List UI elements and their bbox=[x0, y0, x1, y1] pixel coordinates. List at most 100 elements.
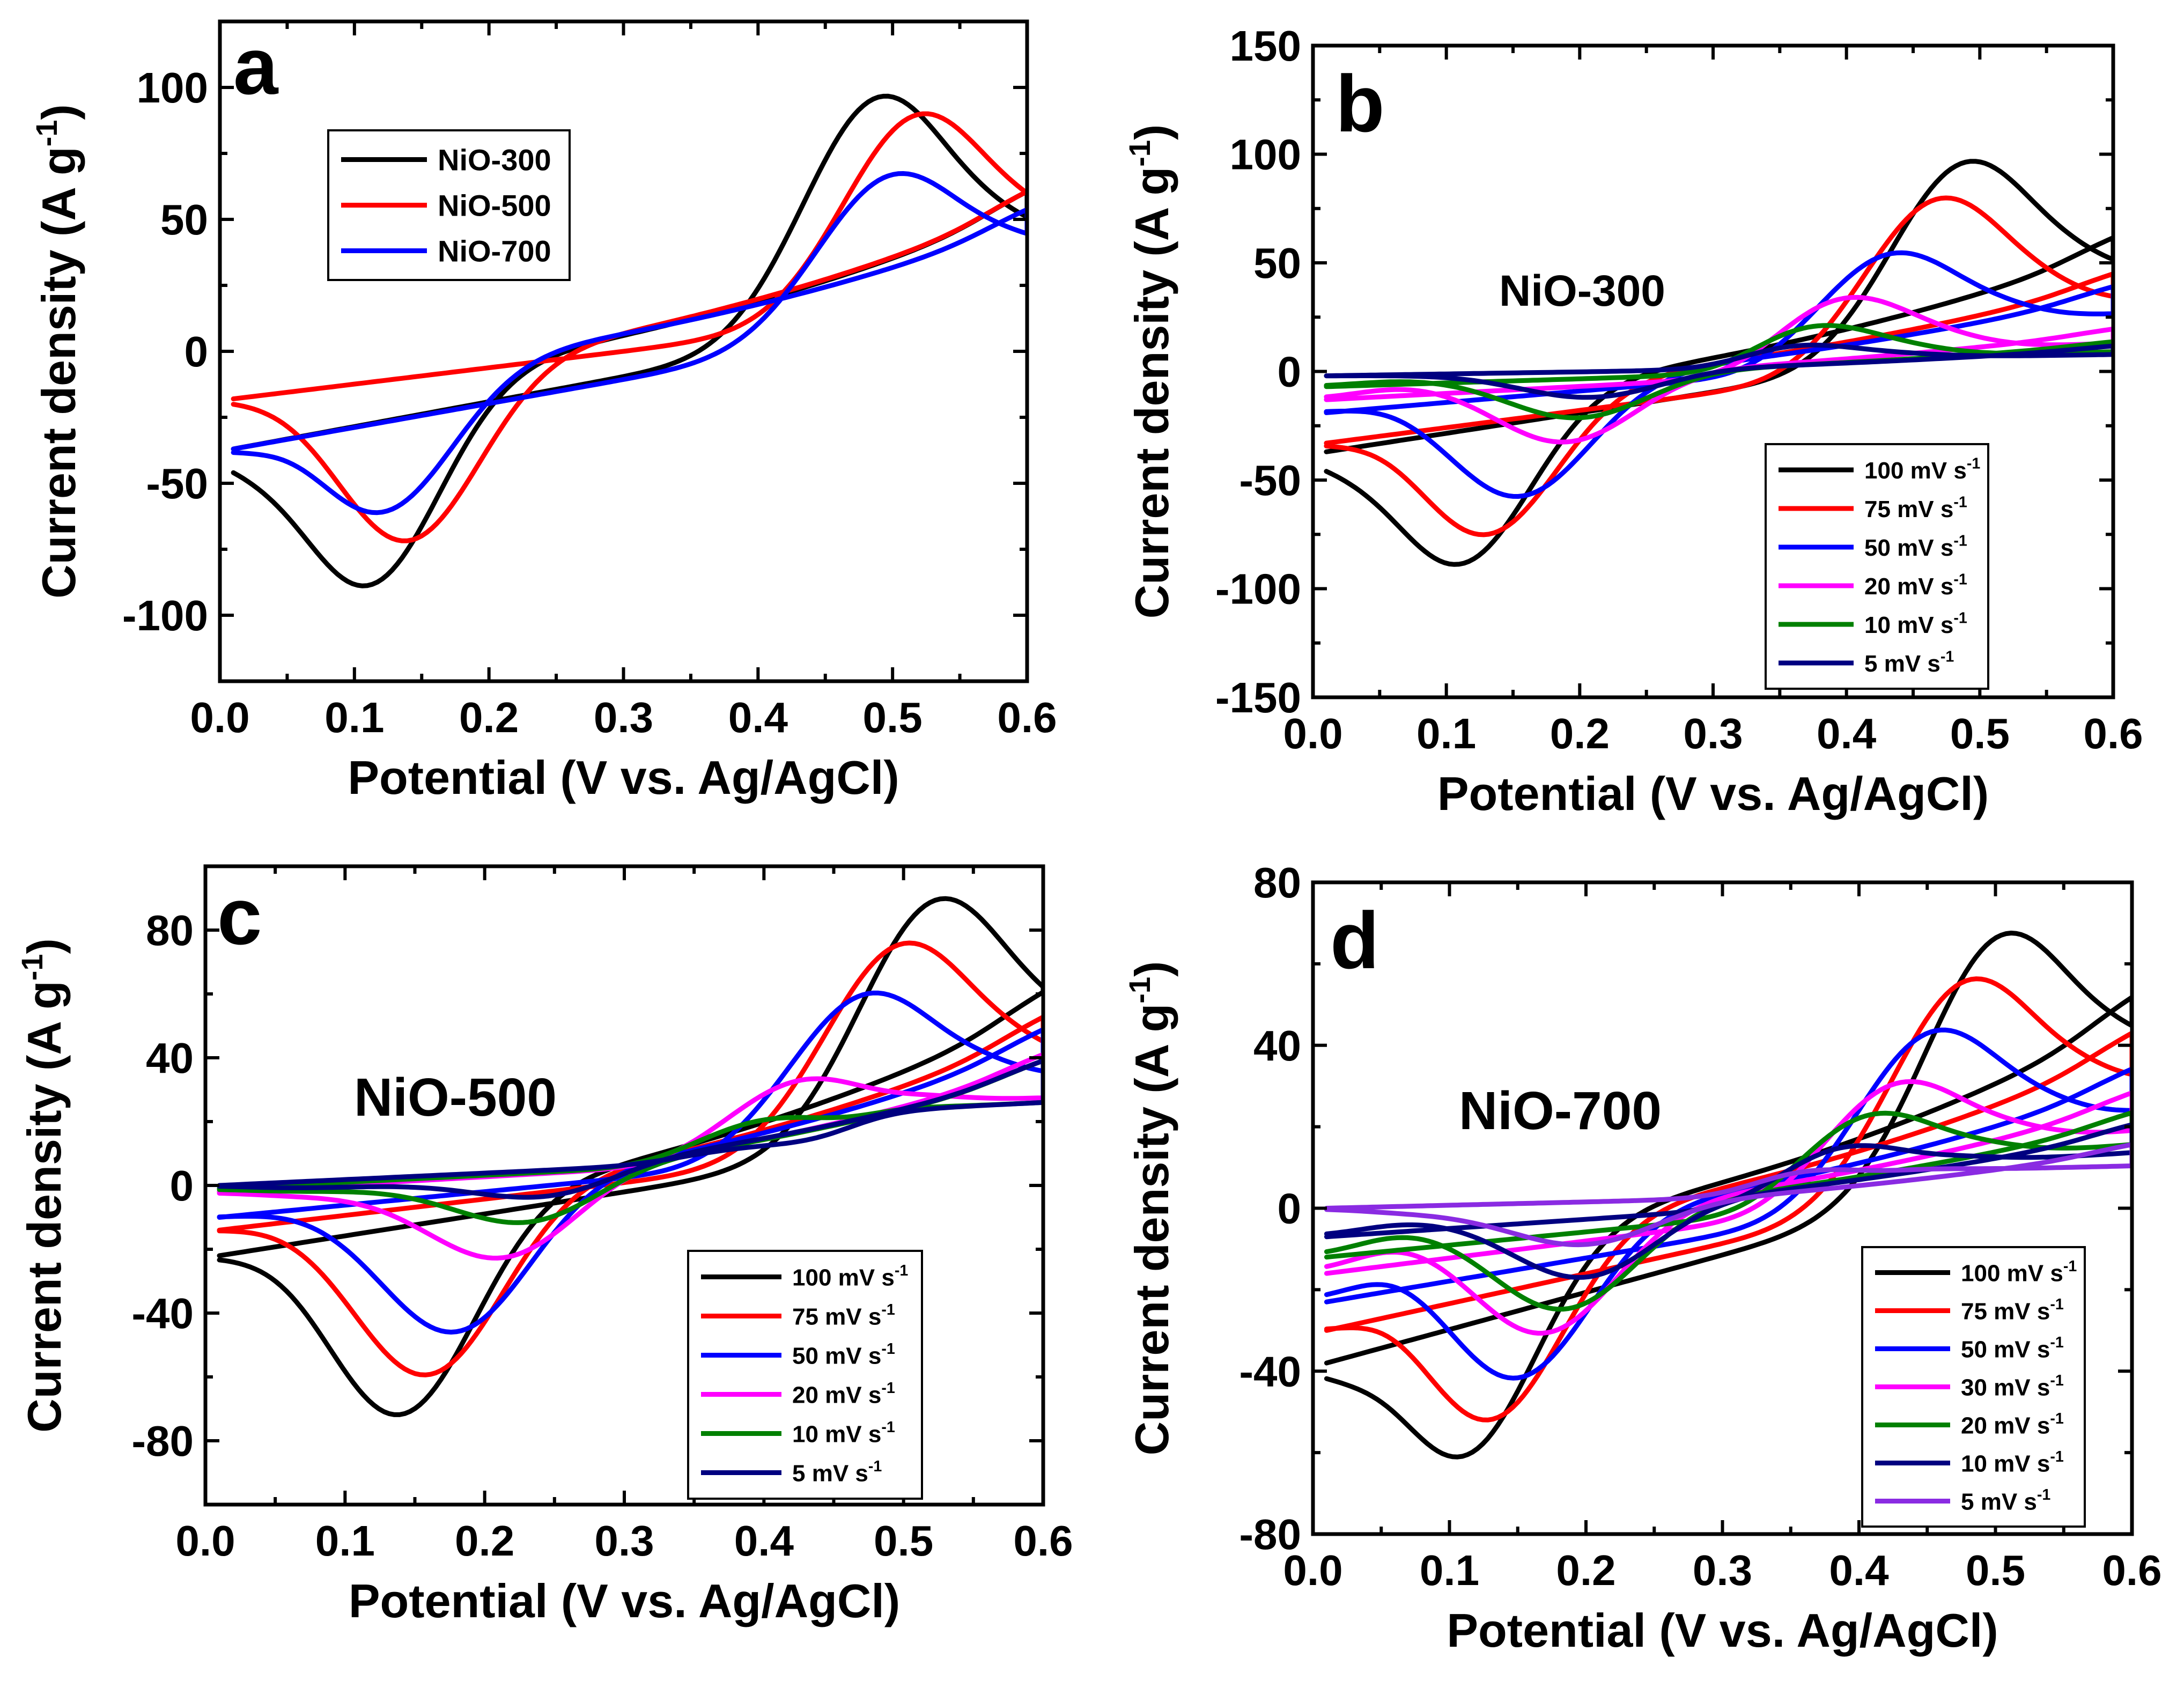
series-line-1 bbox=[1324, 195, 2113, 537]
legend-label-text: 50 mV s bbox=[1864, 535, 1953, 561]
x-tick-label: 0.3 bbox=[1693, 1546, 1752, 1594]
y-tick-label: 0 bbox=[185, 328, 209, 375]
x-tick-label: 0.4 bbox=[1817, 710, 1877, 757]
x-tick-label: 0.0 bbox=[175, 1517, 235, 1565]
legend-label-text: 75 mV s bbox=[792, 1303, 881, 1330]
legend-box bbox=[687, 1250, 923, 1500]
legend-label-sup: -1 bbox=[868, 1458, 882, 1475]
series-group bbox=[217, 896, 1043, 1417]
legend-label-5: 5 mV s-1 bbox=[1864, 648, 1954, 676]
series-line-3 bbox=[1324, 294, 2113, 445]
panel-letter: a bbox=[233, 21, 279, 111]
panel-sample-label: NiO-500 bbox=[354, 1067, 557, 1127]
panel-c: 0.0 0.1 0.2 0.3 0.4 0.5 0.6 -80 -40 0 40 80 Potentia… bbox=[15, 864, 1073, 1627]
x-tick-label: 0.0 bbox=[190, 694, 249, 741]
y-tick-label: -150 bbox=[1215, 674, 1301, 721]
x-axis-title: Potential (V vs. Ag/AgCl) bbox=[349, 1574, 900, 1627]
legend-label-text: 100 mV s bbox=[792, 1264, 895, 1291]
legend-label-4: 10 mV s-1 bbox=[792, 1419, 895, 1447]
legend-label-text: 10 mV s bbox=[1864, 612, 1953, 638]
x-tick-label: 0.0 bbox=[1283, 1546, 1342, 1594]
y-tick-label: -100 bbox=[1215, 565, 1301, 613]
x-axis-title: Potential (V vs. Ag/AgCl) bbox=[1447, 1604, 1998, 1657]
series-line-4 bbox=[1324, 323, 2113, 421]
x-tick-label: 0.1 bbox=[1416, 710, 1476, 757]
legend-label-1: 75 mV s-1 bbox=[1864, 493, 1967, 522]
x-tick-label: 0.6 bbox=[2102, 1546, 2161, 1594]
y-axis-title-sup: -1 bbox=[1123, 977, 1156, 1004]
legend-label-sup: -1 bbox=[1953, 609, 1967, 627]
y-tick-label: 80 bbox=[1253, 859, 1301, 907]
series-line-4 bbox=[1324, 1110, 2132, 1312]
x-tick-label: 0.2 bbox=[455, 1517, 514, 1565]
x-tick-label: 0.5 bbox=[1966, 1546, 2025, 1594]
y-tick-label: 100 bbox=[1230, 131, 1301, 179]
legend-label-3: 20 mV s-1 bbox=[1864, 571, 1967, 599]
panel-letter: c bbox=[217, 871, 262, 961]
x-tick-label: 0.1 bbox=[315, 1517, 375, 1565]
x-tick-label: 0.2 bbox=[459, 694, 519, 741]
series-line-5 bbox=[1324, 342, 2113, 400]
legend-label-text: 20 mV s bbox=[792, 1382, 881, 1408]
legend-label-text: NiO-700 bbox=[438, 234, 551, 268]
legend-label-sup: -1 bbox=[2050, 1372, 2064, 1389]
legend-label-text: NiO-300 bbox=[438, 143, 551, 177]
panel-d: 0.0 0.1 0.2 0.3 0.4 0.5 0.6 -80 -40 0 40 80 Potentia… bbox=[1123, 859, 2162, 1657]
panel-sample-label: NiO-300 bbox=[1499, 267, 1665, 315]
y-axis-title-tail: ) bbox=[1125, 961, 1178, 977]
y-tick-label: 40 bbox=[146, 1034, 194, 1082]
legend-label-4: 20 mV s-1 bbox=[1961, 1410, 2064, 1439]
y-axis-title-tail: ) bbox=[1125, 124, 1178, 140]
legend-label-sup: -1 bbox=[881, 1419, 895, 1436]
series-group bbox=[1324, 931, 2132, 1460]
y-tick-label: 0 bbox=[1278, 348, 1302, 396]
legend-label-sup: -1 bbox=[2063, 1258, 2077, 1275]
y-tick-label: -40 bbox=[1239, 1347, 1301, 1395]
panel-a: 0.0 0.1 0.2 0.3 0.4 0.5 0.6 -100 -50 0 50 100 Potent… bbox=[29, 19, 1057, 804]
series-group bbox=[1324, 159, 2113, 567]
x-tick-label: 0.4 bbox=[1829, 1546, 1889, 1594]
x-axis-title: Potential (V vs. Ag/AgCl) bbox=[1437, 767, 1989, 820]
x-tick-label: 0.5 bbox=[1950, 710, 2010, 757]
y-tick-label: -40 bbox=[131, 1289, 194, 1337]
legend-label-1: 75 mV s-1 bbox=[1961, 1296, 2064, 1324]
x-tick-label: 0.0 bbox=[1283, 710, 1342, 757]
x-tick-label: 0.2 bbox=[1550, 710, 1610, 757]
x-tick-label: 0.6 bbox=[2083, 710, 2143, 757]
y-axis-title-tail: ) bbox=[32, 104, 85, 120]
legend-label-6: 5 mV s-1 bbox=[1961, 1486, 2050, 1515]
legend-label-text: 100 mV s bbox=[1961, 1260, 2063, 1286]
x-tick-label: 0.3 bbox=[594, 1517, 654, 1565]
legend-label-text: 50 mV s bbox=[1961, 1336, 2050, 1362]
legend-label-2: 50 mV s-1 bbox=[1961, 1334, 2064, 1362]
legend-label-sup: -1 bbox=[2050, 1448, 2064, 1465]
legend-label-sup: -1 bbox=[2050, 1296, 2064, 1313]
legend-label-sup: -1 bbox=[1953, 493, 1967, 511]
legend-label-sup: -1 bbox=[2037, 1486, 2051, 1504]
y-tick-label: 80 bbox=[146, 907, 194, 954]
y-axis-title-tail: ) bbox=[18, 938, 71, 954]
y-tick-label: -100 bbox=[122, 592, 208, 639]
y-tick-label: -50 bbox=[1239, 456, 1301, 504]
legend-label-2: 50 mV s-1 bbox=[1864, 532, 1967, 561]
panel-letter: b bbox=[1336, 58, 1385, 149]
y-tick-label: 0 bbox=[1278, 1185, 1302, 1233]
y-tick-label: 50 bbox=[1253, 239, 1301, 287]
legend-label-3: 30 mV s-1 bbox=[1961, 1372, 2064, 1401]
y-axis-title: Current density (A g-1) bbox=[15, 938, 71, 1433]
legend-label-0: 100 mV s-1 bbox=[1864, 455, 1980, 483]
panel-sample-label: NiO-700 bbox=[1459, 1081, 1662, 1141]
x-tick-label: 0.1 bbox=[1420, 1546, 1479, 1594]
series-line-5 bbox=[1324, 1122, 2132, 1280]
legend-label-text: 30 mV s bbox=[1961, 1374, 2050, 1401]
y-axis-title-sup: -1 bbox=[15, 954, 49, 981]
legend-label-text: 5 mV s bbox=[792, 1460, 868, 1486]
series-line-2 bbox=[231, 171, 1027, 515]
legend-label-text: 20 mV s bbox=[1961, 1412, 2050, 1439]
y-tick-label: 150 bbox=[1230, 22, 1301, 70]
x-tick-label: 0.3 bbox=[1683, 710, 1743, 757]
y-tick-label: 100 bbox=[137, 64, 208, 112]
legend-label-5: 10 mV s-1 bbox=[1961, 1448, 2064, 1477]
x-tick-label: 0.6 bbox=[1013, 1517, 1073, 1565]
